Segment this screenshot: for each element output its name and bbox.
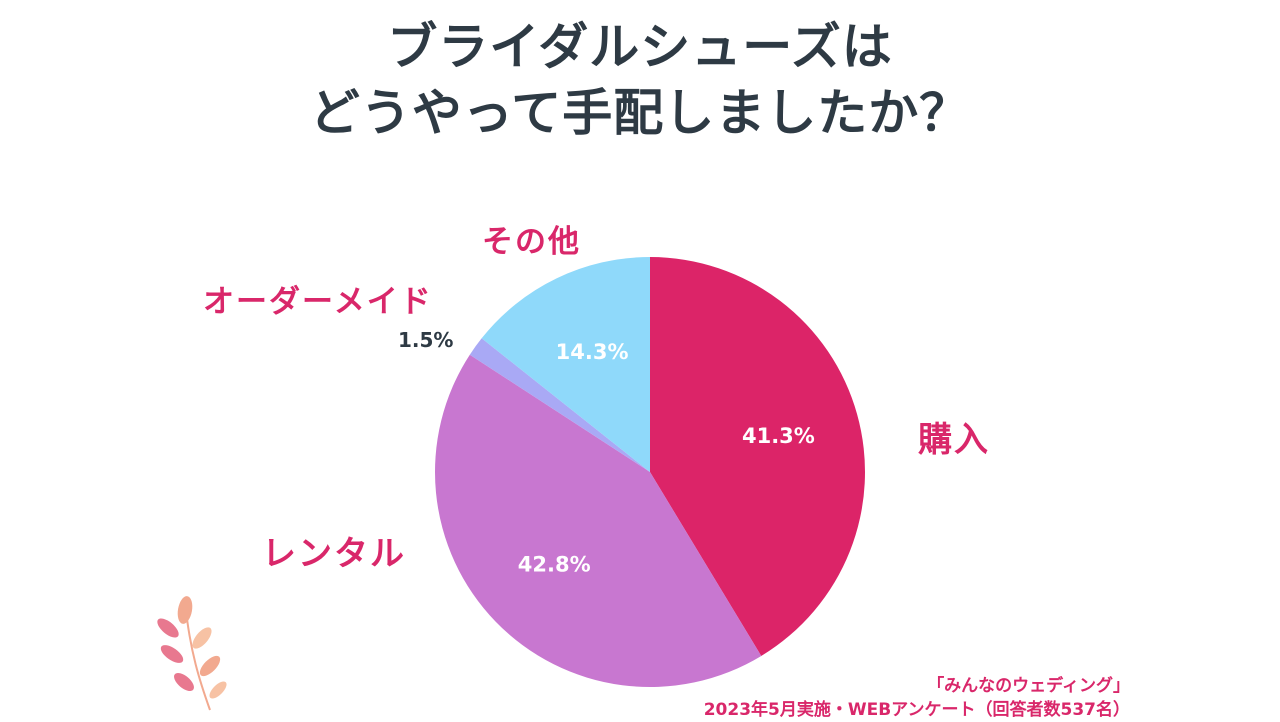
pie-value-other: 14.3%: [556, 340, 629, 364]
pie-slice-order-made: [469, 338, 650, 472]
label-other: その他: [482, 224, 581, 260]
pie-value-rental: 42.8%: [518, 553, 591, 577]
chart-title-line2: どうやって手配しましたか？: [309, 84, 971, 142]
leaf-branch-icon: [157, 596, 227, 711]
pie-slice-purchase: [650, 257, 865, 656]
pie-slice-rental: [435, 354, 762, 687]
pie-value-purchase: 41.3%: [742, 424, 815, 448]
label-order-made: オーダーメイド: [203, 284, 433, 320]
source-line2: 2023年5月実施・WEBアンケート（回答者数537名）: [703, 700, 1130, 720]
pct-order-made: 1.5%: [398, 328, 454, 352]
label-rental: レンタル: [262, 534, 406, 574]
chart-title-line1: ブライダルシューズは: [387, 18, 893, 76]
source-line1: 「みんなのウェディング」: [927, 676, 1130, 696]
chart-title: ブライダルシューズは どうやって手配しましたか？: [0, 14, 1280, 146]
pie-slice-other: [481, 257, 650, 472]
label-purchase: 購入: [918, 420, 990, 460]
source-note: 「みんなのウェディング」 2023年5月実施・WEBアンケート（回答者数537名…: [704, 674, 1130, 722]
